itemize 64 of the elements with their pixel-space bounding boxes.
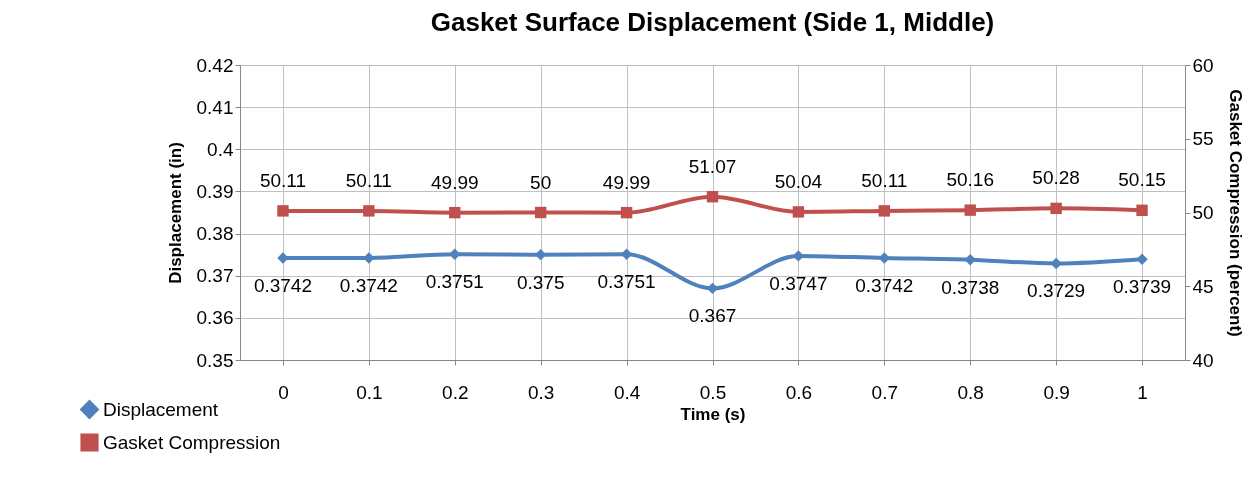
- point: [449, 206, 461, 219]
- y-tick-label: 0.42: [196, 54, 234, 76]
- point: [792, 206, 805, 218]
- legend-label: Displacement: [103, 398, 219, 420]
- point: [964, 204, 976, 216]
- y2-tick-label: 55: [1192, 128, 1214, 150]
- data-label: 0.3729: [1027, 280, 1086, 302]
- data-label: 0.3738: [941, 276, 1000, 298]
- y2-axis-title: Gasket Compression (percent): [1225, 89, 1245, 337]
- point: [1136, 253, 1148, 265]
- data-label: 0.3747: [769, 272, 828, 294]
- data-label: 0.3742: [253, 275, 313, 297]
- y2-tick-label: 45: [1192, 275, 1214, 297]
- point: [534, 206, 547, 219]
- point: [878, 205, 891, 217]
- data-label: 49.99: [431, 171, 479, 193]
- point: [1050, 202, 1062, 215]
- data-label: 50.04: [774, 170, 823, 192]
- y2-tick-label: 40: [1192, 349, 1214, 371]
- x-tick-label: 0.1: [356, 381, 383, 403]
- y2-tick-label: 50: [1192, 202, 1214, 223]
- x-tick-label: 0.8: [957, 381, 984, 403]
- x-tick-label: 1: [1137, 381, 1148, 403]
- data-label: 50.11: [345, 169, 392, 191]
- point: [1136, 204, 1148, 216]
- y-tick-label: 0.39: [196, 180, 234, 202]
- y-tick-label: 0.35: [196, 349, 234, 371]
- legend-label: Gasket Compression: [103, 431, 281, 453]
- data-label: 51.07: [688, 155, 737, 177]
- y-tick-label: 0.41: [196, 96, 234, 118]
- point: [363, 205, 375, 217]
- y-axis-title: Displacement (in): [165, 142, 185, 284]
- x-axis-title: Time (s): [680, 404, 746, 424]
- x-tick-label: 0.5: [699, 381, 727, 403]
- data-label: 0.375: [516, 271, 565, 293]
- x-tick-label: 0.7: [871, 381, 899, 403]
- data-label: 50.11: [259, 169, 307, 191]
- data-label: 0.3742: [339, 275, 398, 297]
- y-tick-label: 0.36: [196, 307, 234, 329]
- data-label: 50: [530, 171, 552, 193]
- y-tick-label: 0.37: [196, 265, 234, 287]
- y-tick-label: 0.4: [207, 138, 234, 160]
- chart-title: Gasket Surface Displacement (Side 1, Middle): [430, 7, 995, 37]
- data-label: 0.3751: [597, 271, 656, 293]
- data-label: 50.11: [861, 169, 908, 191]
- data-label: 50.16: [946, 169, 994, 191]
- data-label: 50.15: [1118, 169, 1166, 191]
- x-tick-label: 0.9: [1043, 381, 1070, 403]
- x-tick-label: 0.4: [613, 381, 641, 403]
- y2-tick-label: 60: [1192, 54, 1214, 76]
- point: [620, 206, 633, 219]
- data-label: 0.367: [688, 305, 737, 327]
- data-label: 49.99: [602, 171, 651, 193]
- y-tick-label: 0.38: [196, 223, 234, 245]
- data-label: 0.3751: [425, 271, 484, 293]
- point: [706, 191, 719, 203]
- data-label: 0.3742: [855, 275, 914, 297]
- x-tick-label: 0.3: [527, 381, 555, 403]
- x-tick-label: 0.6: [785, 381, 813, 403]
- x-tick-label: 0: [278, 381, 289, 403]
- data-label: 50.28: [1032, 167, 1080, 189]
- data-label: 0.3739: [1112, 276, 1172, 298]
- x-tick-label: 0.2: [442, 381, 469, 403]
- point: [277, 205, 289, 217]
